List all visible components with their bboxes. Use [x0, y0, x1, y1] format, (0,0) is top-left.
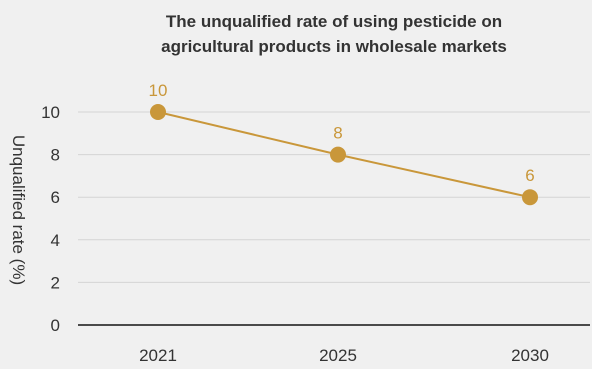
- y-axis-label: Unqualified rate (%): [9, 135, 28, 285]
- y-tick-label: 10: [41, 103, 60, 122]
- x-tick-labels: 2021 2025 2030: [139, 346, 549, 365]
- x-tick-label: 2021: [139, 346, 177, 365]
- data-point: [330, 146, 346, 163]
- x-tick-label: 2030: [511, 346, 549, 365]
- y-tick-label: 4: [51, 231, 60, 250]
- data-labels: 10 8 6: [149, 81, 535, 185]
- data-label: 8: [333, 124, 342, 143]
- chart-title-line-1: The unqualified rate of using pesticide …: [166, 12, 502, 31]
- data-point: [150, 104, 166, 120]
- y-tick-labels: 0 2 4 6 8 10: [41, 103, 60, 335]
- y-tick-label: 2: [51, 273, 60, 292]
- data-label: 6: [525, 166, 534, 185]
- y-tick-label: 0: [51, 316, 60, 335]
- data-label: 10: [149, 81, 168, 100]
- data-point: [522, 189, 538, 206]
- y-tick-label: 8: [51, 146, 60, 165]
- x-tick-label: 2025: [319, 346, 357, 365]
- series: [150, 104, 538, 206]
- y-tick-label: 6: [51, 188, 60, 207]
- chart-title: The unqualified rate of using pesticide …: [161, 12, 507, 56]
- chart-title-line-2: agricultural products in wholesale marke…: [161, 37, 507, 56]
